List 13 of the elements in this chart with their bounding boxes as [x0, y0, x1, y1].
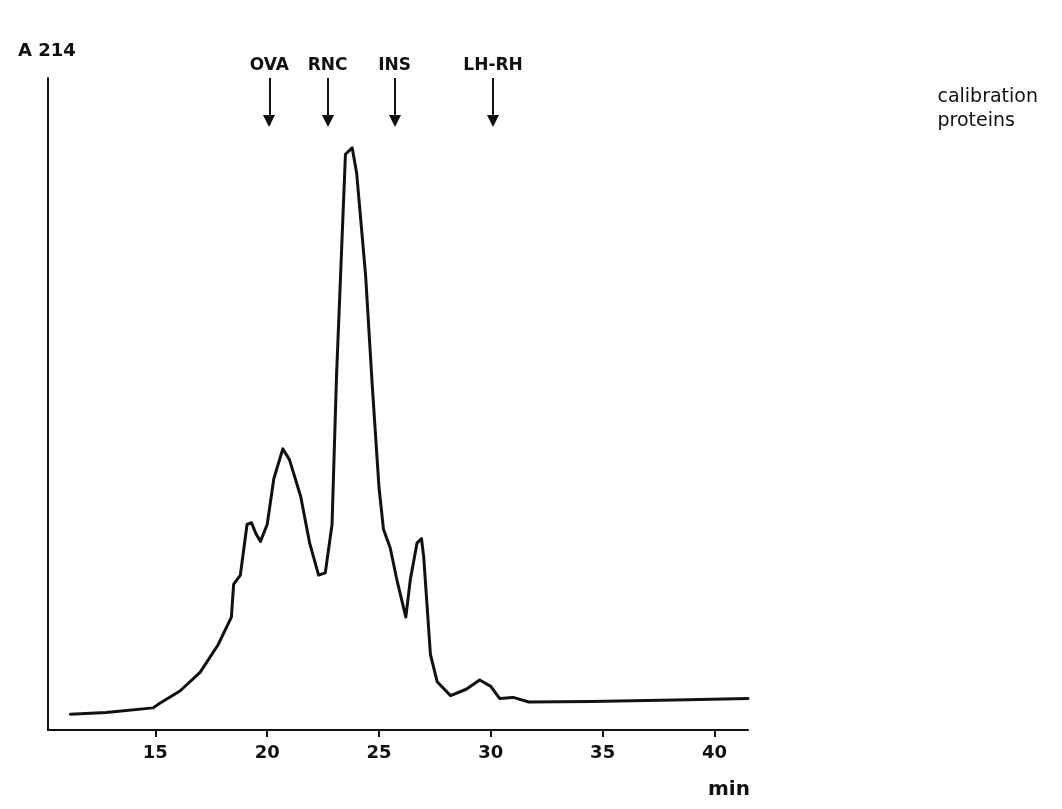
ref-line-label: LH-RH — [463, 53, 523, 74]
x-tick-label: 25 — [366, 740, 392, 762]
ref-line-label: INS — [378, 53, 412, 74]
text: calibration proteins — [937, 84, 1039, 130]
x-tick-label: 30 — [478, 740, 504, 762]
ref-line-label: RNC — [307, 53, 348, 74]
x-tick-label: 20 — [254, 740, 280, 762]
y-axis-title: A 214 — [18, 38, 76, 60]
x-tick-label: 15 — [142, 740, 168, 762]
x-tick-label: 35 — [590, 740, 616, 762]
ref-line-label: OVA — [249, 53, 290, 74]
x-axis-title: min — [708, 776, 750, 800]
x-tick-label: 40 — [701, 740, 727, 762]
